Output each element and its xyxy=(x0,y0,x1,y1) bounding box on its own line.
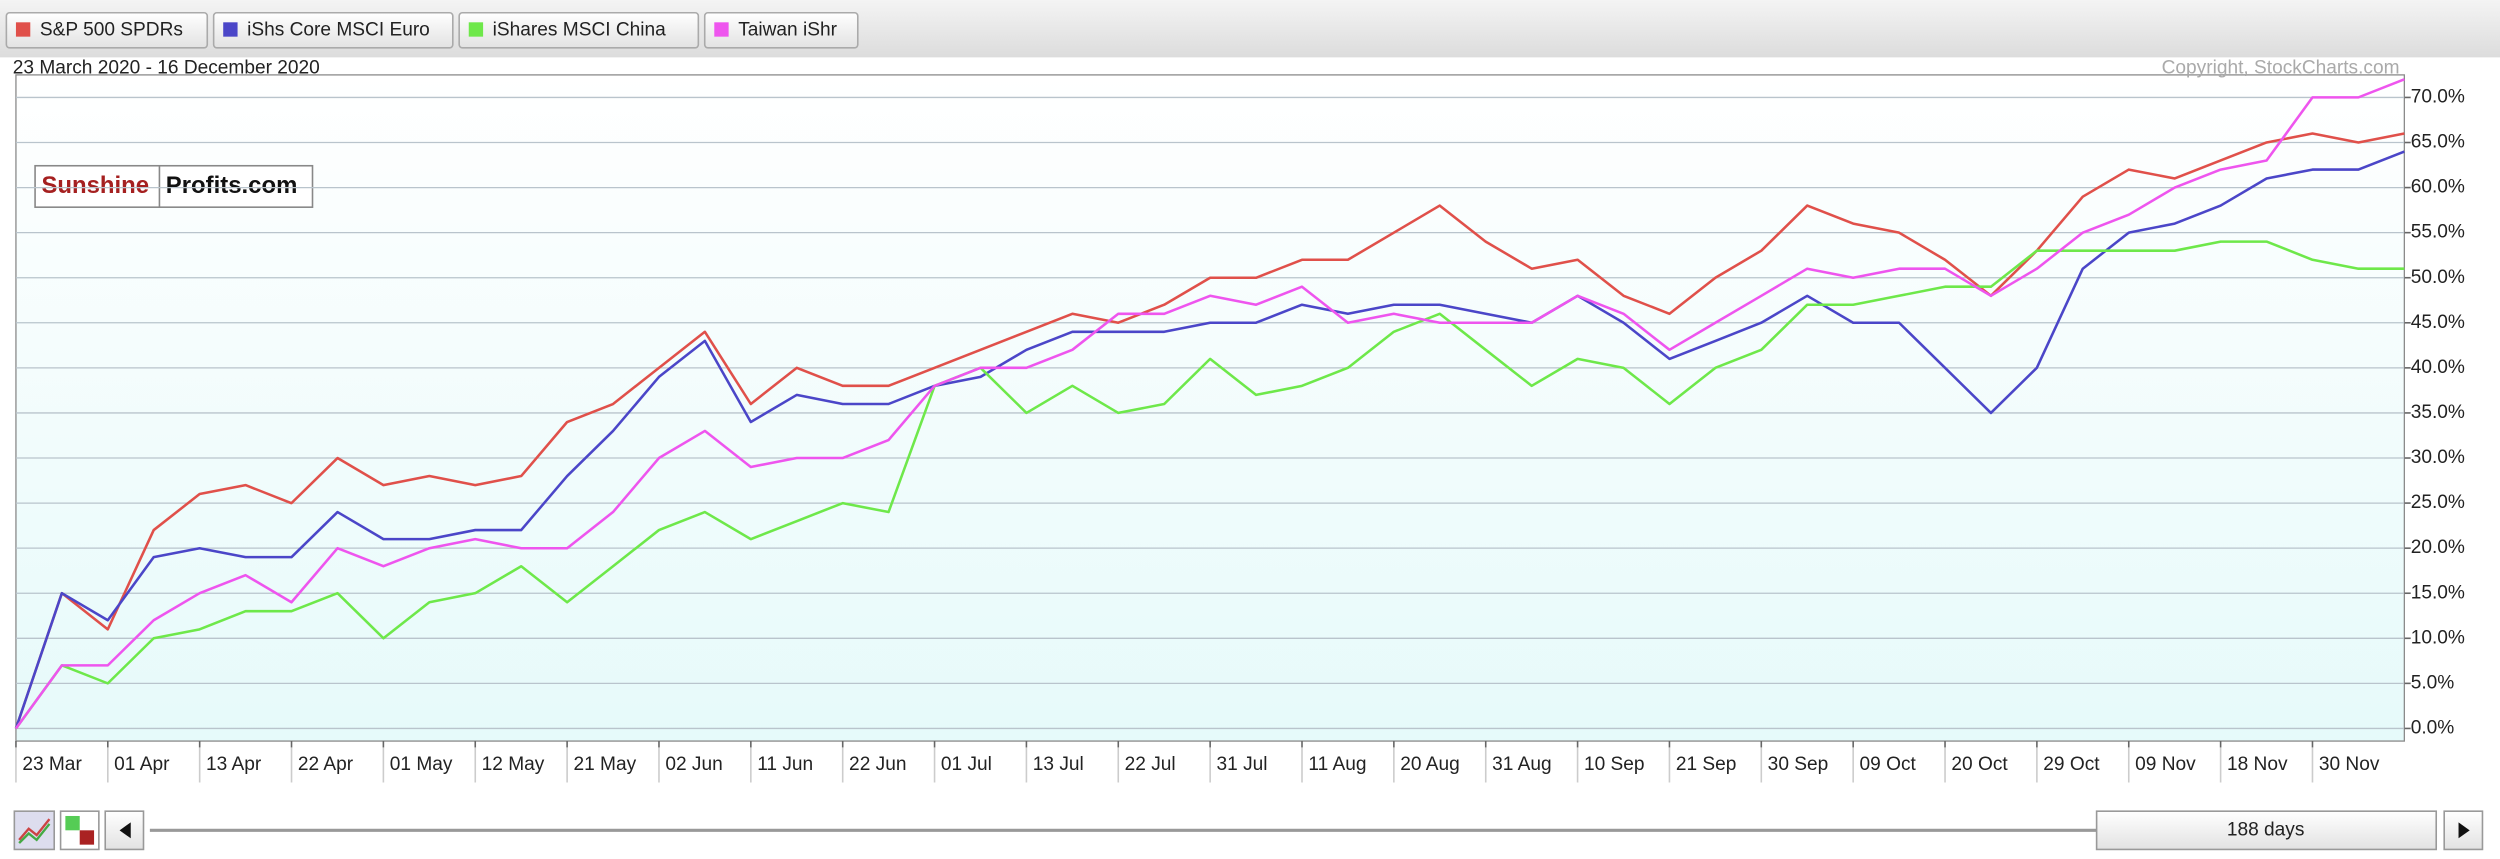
icon-line xyxy=(18,818,51,841)
chart-type-button[interactable] xyxy=(13,810,56,851)
x-tick-label: 11 Jun xyxy=(757,754,813,775)
arrow-right xyxy=(2458,822,2470,839)
x-tick-label: 10 Sep xyxy=(1584,754,1645,775)
legend-button[interactable] xyxy=(458,11,700,49)
watermark-right: Profits.com xyxy=(166,172,298,199)
plot-area xyxy=(15,74,2405,742)
x-tick-label: 20 Oct xyxy=(1951,754,2008,775)
x-tick-label: 31 Aug xyxy=(1492,754,1552,775)
series-line xyxy=(14,240,2405,730)
x-tick-label: 22 Apr xyxy=(298,754,354,775)
x-tick-label: 02 Jun xyxy=(665,754,722,775)
x-tick-label: 11 Aug xyxy=(1308,754,1366,775)
y-tick-label: 25.0% xyxy=(2411,492,2465,513)
legend-swatch xyxy=(223,22,238,37)
x-tick-label: 30 Sep xyxy=(1768,754,1829,775)
legend-swatch xyxy=(15,22,31,37)
x-tick-label: 22 Jun xyxy=(849,754,906,775)
y-tick-label: 5.0% xyxy=(2411,672,2455,693)
series-line xyxy=(14,78,2405,730)
legend-label: S&P 500 SPDRs xyxy=(40,19,183,40)
legend-button[interactable] xyxy=(703,11,859,49)
x-tick-label: 20 Aug xyxy=(1400,754,1460,775)
x-tick-label: 09 Oct xyxy=(1860,754,1917,775)
subtitle: 23 March 2020 - 16 December 2020 xyxy=(13,58,320,79)
x-tick-label: 23 Mar xyxy=(22,754,82,775)
legend-button[interactable] xyxy=(212,11,454,49)
x-tick-label: 29 Oct xyxy=(2043,754,2100,775)
x-tick-label: 01 Jul xyxy=(941,754,992,775)
legend-swatch xyxy=(714,22,729,37)
x-tick-label: 21 May xyxy=(573,754,636,775)
x-tick-label: 13 Jul xyxy=(1033,754,1084,775)
watermark: Sunshine Profits.com xyxy=(34,164,314,208)
x-tick-label: 18 Nov xyxy=(2227,754,2288,775)
legend-label: iShares MSCI China xyxy=(493,19,667,40)
y-tick-label: 70.0% xyxy=(2411,86,2465,107)
y-tick-label: 50.0% xyxy=(2411,267,2465,288)
y-tick-label: 15.0% xyxy=(2411,582,2465,603)
watermark-box xyxy=(34,164,314,208)
legend-label: iShs Core MSCI Euro xyxy=(247,19,430,40)
y-tick-label: 65.0% xyxy=(2411,132,2465,153)
x-tick-label: 09 Nov xyxy=(2135,754,2196,775)
arrow-left xyxy=(119,822,131,839)
legend-label: Taiwan iShr xyxy=(738,19,837,40)
y-tick-label: 60.0% xyxy=(2411,177,2465,198)
copyright: Copyright, StockCharts.com xyxy=(2162,58,2400,79)
y-tick-label: 55.0% xyxy=(2411,222,2465,243)
y-tick-label: 0.0% xyxy=(2411,717,2455,738)
legend-button[interactable] xyxy=(5,11,209,49)
y-tick-label: 10.0% xyxy=(2411,627,2465,648)
x-tick-label: 21 Sep xyxy=(1676,754,1737,775)
icon-line xyxy=(18,823,51,844)
watermark-left: Sunshine xyxy=(41,172,149,199)
x-tick-label: 13 Apr xyxy=(206,754,262,775)
x-tick-label: 30 Nov xyxy=(2319,754,2380,775)
x-tick-label: 31 Jul xyxy=(1217,754,1268,775)
y-tick-label: 35.0% xyxy=(2411,402,2465,423)
y-tick-label: 30.0% xyxy=(2411,447,2465,468)
x-tick-label: 01 May xyxy=(390,754,453,775)
series-line xyxy=(14,150,2405,729)
icon-square xyxy=(79,830,95,845)
y-tick-label: 20.0% xyxy=(2411,537,2465,558)
y-tick-label: 45.0% xyxy=(2411,312,2465,333)
bottom-bar: 188 days xyxy=(13,810,2484,851)
scroll-thumb[interactable] xyxy=(2095,810,2438,851)
x-tick-label: 12 May xyxy=(482,754,545,775)
series-line xyxy=(14,132,2405,729)
icon-square xyxy=(65,815,80,831)
x-tick-label: 22 Jul xyxy=(1125,754,1176,775)
x-tick-label: 01 Apr xyxy=(114,754,170,775)
legend-swatch xyxy=(468,22,484,37)
y-tick-label: 40.0% xyxy=(2411,357,2465,378)
range-label: 188 days xyxy=(2227,819,2305,840)
